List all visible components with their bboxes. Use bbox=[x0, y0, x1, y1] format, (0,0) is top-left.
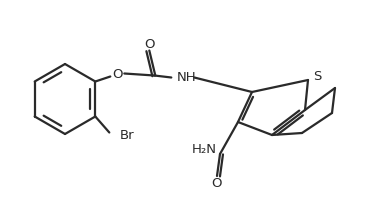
Text: S: S bbox=[313, 70, 321, 83]
Text: O: O bbox=[144, 38, 155, 51]
Text: NH: NH bbox=[177, 71, 196, 84]
Text: Br: Br bbox=[119, 128, 134, 141]
Text: O: O bbox=[212, 177, 222, 190]
Text: H₂N: H₂N bbox=[191, 143, 217, 156]
Text: O: O bbox=[112, 68, 122, 81]
